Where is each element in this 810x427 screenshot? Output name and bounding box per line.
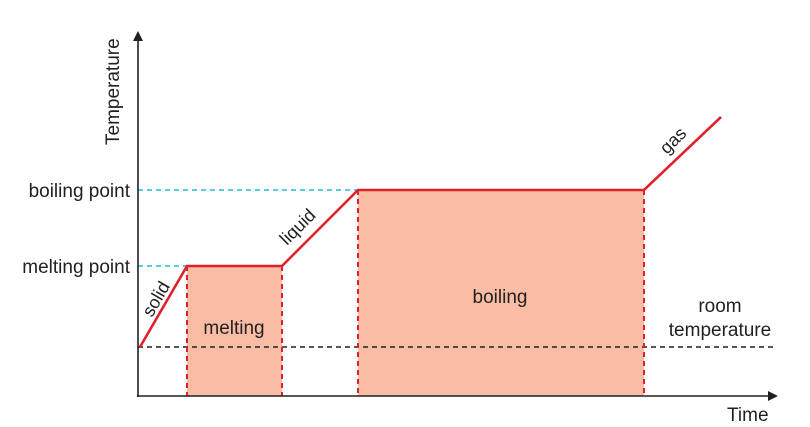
boiling-region [358, 190, 644, 396]
y-axis-label: Temperature [103, 38, 124, 145]
liquid-label: liquid [276, 205, 320, 249]
x-axis-label: Time [727, 405, 769, 426]
melting-label: melting [203, 318, 264, 339]
melting-point-label: melting point [22, 257, 130, 278]
heating-curve [138, 116, 722, 348]
room-temperature-label-line1: room [698, 296, 741, 317]
boiling-point-label: boiling point [29, 181, 131, 202]
phase-boundaries [186, 190, 645, 396]
melting-region [187, 266, 282, 396]
room-temperature-label-line2: temperature [669, 320, 771, 341]
boiling-label: boiling [473, 287, 528, 308]
